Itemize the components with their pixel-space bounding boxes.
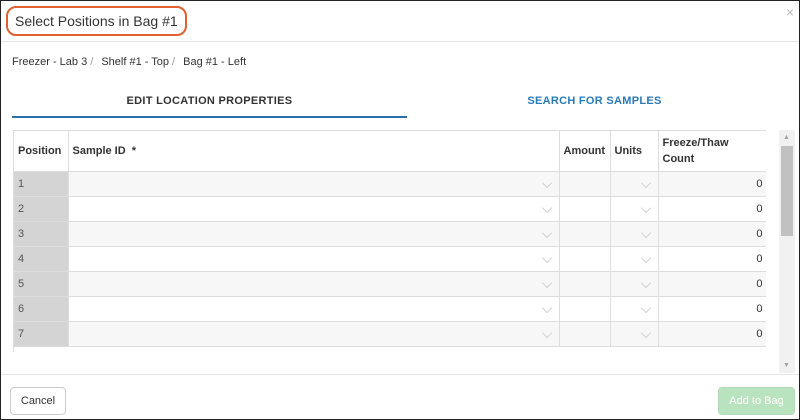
position-cell: 1	[14, 171, 69, 197]
amount-input[interactable]	[559, 321, 611, 347]
chevron-down-icon[interactable]	[640, 277, 651, 288]
breadcrumb-separator: /	[172, 56, 176, 68]
cancel-button[interactable]: Cancel	[10, 387, 66, 415]
freeze-thaw-count-cell[interactable]: 0	[658, 171, 766, 197]
freeze-thaw-count-cell[interactable]: 0	[658, 296, 766, 322]
sample-id-select[interactable]	[68, 296, 560, 322]
dialog-title: Select Positions in Bag #1	[6, 6, 187, 36]
amount-input[interactable]	[559, 296, 611, 322]
amount-input[interactable]	[559, 271, 611, 297]
freeze-thaw-count-cell[interactable]: 0	[658, 321, 766, 347]
freeze-thaw-count-cell[interactable]: 0	[658, 271, 766, 297]
chevron-down-icon[interactable]	[541, 227, 552, 238]
chevron-down-icon[interactable]	[640, 177, 651, 188]
chevron-down-icon[interactable]	[541, 327, 552, 338]
scroll-down-icon[interactable]: ▼	[783, 362, 790, 369]
units-select[interactable]	[610, 321, 659, 347]
chevron-down-icon[interactable]	[541, 252, 552, 263]
chevron-down-icon[interactable]	[541, 202, 552, 213]
freeze-thaw-count-cell[interactable]: 0	[658, 221, 766, 247]
chevron-down-icon[interactable]	[640, 202, 651, 213]
column-header-freeze-thaw-count: Freeze/Thaw Count	[658, 131, 766, 172]
amount-input[interactable]	[559, 171, 611, 197]
units-select[interactable]	[610, 221, 659, 247]
scrollbar-thumb[interactable]	[781, 146, 793, 236]
amount-input[interactable]	[559, 246, 611, 272]
breadcrumb-item[interactable]: Bag #1 - Left	[183, 56, 247, 68]
add-to-bag-button[interactable]: Add to Bag	[718, 387, 795, 415]
freeze-thaw-count-cell[interactable]: 0	[658, 246, 766, 272]
breadcrumb-separator: /	[90, 56, 94, 68]
chevron-down-icon[interactable]	[640, 252, 651, 263]
column-header-sample-id: Sample ID *	[68, 131, 560, 172]
sample-id-select[interactable]	[68, 271, 560, 297]
freeze-thaw-count-cell[interactable]: 0	[658, 196, 766, 222]
tab-edit-location-properties[interactable]: EDIT LOCATION PROPERTIES	[12, 88, 407, 118]
position-cell: 2	[14, 196, 69, 222]
position-cell: 6	[14, 296, 69, 322]
grid-scrollbar[interactable]: ▲ ▼	[779, 130, 795, 373]
chevron-down-icon[interactable]	[541, 277, 552, 288]
sample-id-select[interactable]	[68, 171, 560, 197]
close-icon[interactable]: ×	[785, 4, 794, 20]
chevron-down-icon[interactable]	[640, 327, 651, 338]
chevron-down-icon[interactable]	[541, 177, 552, 188]
position-cell: 7	[14, 321, 69, 347]
position-cell: 5	[14, 271, 69, 297]
positions-grid: Position Sample ID * Amount Units Freeze…	[13, 130, 766, 352]
chevron-down-icon[interactable]	[640, 227, 651, 238]
sample-id-select[interactable]	[68, 221, 560, 247]
sample-id-select[interactable]	[68, 321, 560, 347]
units-select[interactable]	[610, 196, 659, 222]
position-cell: 3	[14, 221, 69, 247]
scroll-up-icon[interactable]: ▲	[783, 134, 790, 141]
units-select[interactable]	[610, 296, 659, 322]
column-header-units: Units	[610, 131, 659, 172]
units-select[interactable]	[610, 246, 659, 272]
amount-input[interactable]	[559, 221, 611, 247]
footer-divider	[1, 374, 799, 375]
sample-id-select[interactable]	[68, 196, 560, 222]
breadcrumb-item[interactable]: Shelf #1 - Top	[101, 56, 170, 68]
header-divider	[1, 41, 799, 42]
units-select[interactable]	[610, 171, 659, 197]
position-cell: 4	[14, 246, 69, 272]
sample-id-select[interactable]	[68, 246, 560, 272]
column-header-position: Position	[14, 131, 69, 172]
tab-search-for-samples[interactable]: SEARCH FOR SAMPLES	[527, 95, 662, 107]
breadcrumb: Freezer - Lab 3/ Shelf #1 - Top / Bag #1 …	[12, 56, 246, 68]
amount-input[interactable]	[559, 196, 611, 222]
units-select[interactable]	[610, 271, 659, 297]
chevron-down-icon[interactable]	[640, 302, 651, 313]
column-header-amount: Amount	[559, 131, 611, 172]
breadcrumb-item[interactable]: Freezer - Lab 3	[12, 56, 88, 68]
chevron-down-icon[interactable]	[541, 302, 552, 313]
